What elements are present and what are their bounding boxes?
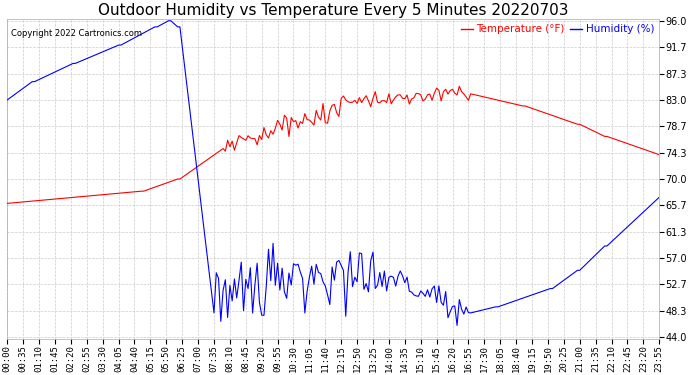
Legend: Temperature (°F), Humidity (%): Temperature (°F), Humidity (%) <box>461 24 654 34</box>
Title: Outdoor Humidity vs Temperature Every 5 Minutes 20220703: Outdoor Humidity vs Temperature Every 5 … <box>98 3 569 18</box>
Text: Copyright 2022 Cartronics.com: Copyright 2022 Cartronics.com <box>10 28 141 38</box>
